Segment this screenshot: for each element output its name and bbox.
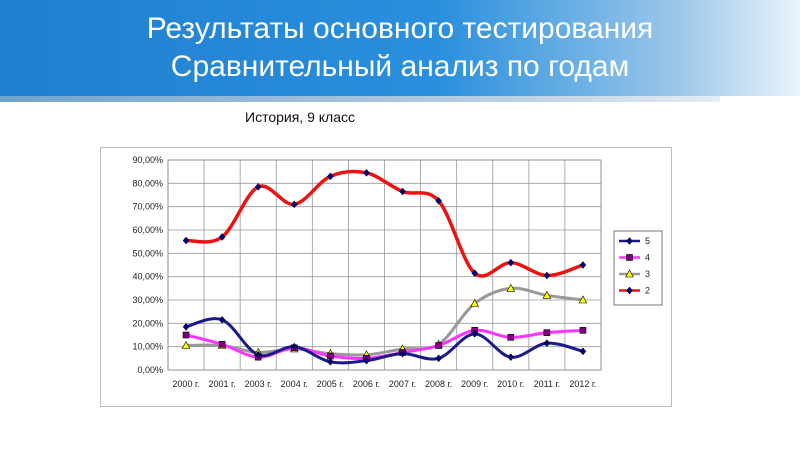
legend-marker-4 (626, 254, 633, 261)
data-point-5 (471, 329, 479, 338)
data-point-5 (218, 315, 226, 324)
data-point-5 (399, 349, 406, 358)
data-point-2 (399, 187, 406, 196)
legend-box (613, 230, 663, 306)
x-tick-label: 2011 г. (534, 379, 561, 389)
x-tick-label: 2008 г. (425, 379, 452, 389)
data-point-5 (543, 339, 551, 348)
data-point-5 (507, 353, 515, 362)
data-point-5 (579, 347, 587, 356)
legend-marker-3 (625, 269, 634, 278)
x-tick-label: 2005 г. (317, 379, 344, 389)
slide-title-line-1: Результаты основного тестирования (146, 12, 654, 45)
data-point-3 (181, 340, 191, 349)
data-point-5 (363, 356, 370, 365)
chart-frame: 0,00% 10,00% 20,00% 30,00% 40,00% 50,00% 60,00… (100, 147, 672, 407)
x-tick-label: 2007 г. (389, 379, 416, 389)
data-point-3 (506, 283, 516, 292)
y-tick-label: 90,00% (132, 155, 163, 165)
data-point-2 (579, 261, 587, 269)
data-point-5 (182, 322, 190, 331)
legend-marker-5 (626, 237, 633, 245)
x-tick-label: 2012 г. (569, 379, 596, 389)
data-point-3 (470, 298, 480, 307)
y-tick-label: 70,00% (132, 202, 163, 212)
y-tick-label: 40,00% (132, 272, 163, 282)
data-point-5 (435, 354, 442, 363)
data-point-2 (471, 269, 479, 278)
y-tick-label: 80,00% (132, 178, 163, 188)
y-tick-label: 60,00% (132, 225, 163, 235)
legend-label-5: 5 (645, 236, 650, 246)
data-point-2 (290, 200, 298, 209)
x-tick-label: 2003 г. (245, 379, 272, 389)
data-point-4 (435, 342, 442, 349)
data-point-2 (218, 233, 226, 241)
data-point-2 (327, 172, 334, 181)
data-point-4 (507, 334, 515, 341)
plot-area (167, 159, 602, 371)
data-point-5 (327, 357, 334, 366)
x-tick-label: 2006 г. (353, 379, 380, 389)
legend-marker-2 (626, 286, 633, 295)
data-point-4 (579, 327, 587, 334)
x-tick-label: 2004 г. (281, 379, 308, 389)
y-tick-label: 20,00% (132, 318, 163, 328)
data-point-2 (363, 168, 370, 177)
data-point-2 (254, 182, 262, 191)
y-tick-label: 50,00% (132, 248, 163, 258)
data-point-4 (218, 341, 226, 348)
data-point-4 (543, 329, 551, 336)
x-tick-label: 2010 г. (497, 379, 524, 389)
slide-title-line-2: Сравнительный анализ по годам (170, 50, 630, 83)
title-banner: Результаты основного тестирования Сравни… (0, 0, 800, 96)
x-tick-label: 2001 г. (209, 379, 236, 389)
y-tick-label: 10,00% (132, 342, 163, 352)
data-point-5 (254, 350, 262, 359)
title-underline (0, 96, 720, 102)
x-tick-label: 2000 г. (172, 379, 199, 389)
x-tick-label: 2009 г. (461, 379, 488, 389)
data-point-2 (507, 258, 515, 267)
data-point-5 (290, 342, 298, 351)
data-point-3 (542, 290, 552, 299)
line-chart: 0,00% 10,00% 20,00% 30,00% 40,00% 50,00% 60,00… (132, 155, 663, 389)
legend-label-4: 4 (645, 253, 650, 263)
y-tick-label: 30,00% (132, 295, 163, 305)
legend-label-2: 2 (645, 286, 650, 296)
chart-title: История, 9 класс (245, 109, 355, 125)
data-point-2 (182, 236, 190, 245)
data-point-3 (578, 295, 588, 304)
data-point-2 (435, 196, 442, 205)
legend-label-3: 3 (645, 269, 650, 279)
data-point-4 (182, 331, 190, 339)
y-tick-label: 0,00% (137, 365, 163, 375)
data-point-2 (543, 271, 551, 280)
